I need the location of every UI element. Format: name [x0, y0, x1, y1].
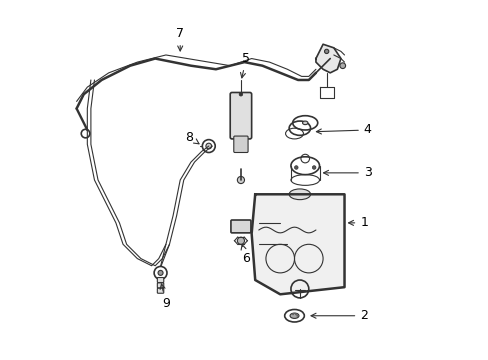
- Circle shape: [324, 49, 328, 54]
- Text: 5: 5: [240, 52, 250, 78]
- Ellipse shape: [302, 121, 307, 125]
- Circle shape: [239, 93, 242, 96]
- Text: 6: 6: [241, 244, 250, 265]
- Text: 4: 4: [316, 123, 371, 136]
- Circle shape: [294, 166, 298, 169]
- Circle shape: [237, 176, 244, 184]
- FancyBboxPatch shape: [230, 93, 251, 139]
- Circle shape: [296, 315, 298, 317]
- Circle shape: [237, 237, 244, 244]
- Ellipse shape: [289, 313, 298, 319]
- Text: 3: 3: [323, 166, 371, 179]
- Circle shape: [158, 270, 163, 275]
- Polygon shape: [315, 44, 340, 73]
- Text: 7: 7: [176, 27, 184, 51]
- Circle shape: [205, 143, 211, 149]
- Circle shape: [312, 166, 315, 169]
- FancyBboxPatch shape: [157, 283, 163, 288]
- Circle shape: [291, 313, 294, 315]
- FancyBboxPatch shape: [157, 278, 163, 283]
- Text: 8: 8: [185, 131, 199, 144]
- Text: 1: 1: [348, 216, 367, 229]
- Text: 9: 9: [160, 284, 169, 310]
- FancyBboxPatch shape: [157, 288, 163, 293]
- Ellipse shape: [288, 189, 310, 200]
- Polygon shape: [251, 194, 344, 294]
- Circle shape: [339, 63, 345, 68]
- Circle shape: [294, 313, 296, 315]
- FancyBboxPatch shape: [233, 136, 247, 153]
- FancyBboxPatch shape: [230, 220, 250, 233]
- Text: 2: 2: [310, 309, 367, 322]
